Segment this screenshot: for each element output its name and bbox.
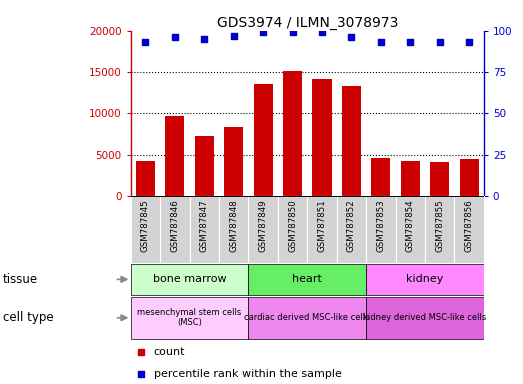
Point — [347, 34, 356, 40]
Bar — [283, 71, 302, 196]
Point — [200, 36, 209, 42]
Point — [141, 39, 150, 45]
Bar — [430, 162, 449, 196]
Bar — [395, 196, 425, 263]
Text: kidney derived MSC-like cells: kidney derived MSC-like cells — [363, 313, 486, 322]
Bar — [248, 296, 366, 339]
Text: kidney: kidney — [406, 274, 444, 285]
Text: percentile rank within the sample: percentile rank within the sample — [154, 369, 342, 379]
Point — [436, 39, 444, 45]
Bar — [401, 161, 420, 196]
Text: GSM787848: GSM787848 — [229, 199, 238, 252]
Point — [377, 39, 385, 45]
Bar — [312, 79, 332, 196]
Bar — [131, 196, 160, 263]
Bar — [460, 159, 479, 196]
Point — [230, 33, 238, 39]
Text: GSM787855: GSM787855 — [435, 199, 444, 252]
Text: cardiac derived MSC-like cells: cardiac derived MSC-like cells — [244, 313, 370, 322]
Text: GSM787851: GSM787851 — [317, 199, 326, 252]
Bar — [454, 196, 484, 263]
Bar — [219, 196, 248, 263]
Point — [318, 29, 326, 35]
Bar — [189, 196, 219, 263]
Bar — [366, 264, 484, 295]
Bar — [195, 136, 214, 196]
Bar — [160, 196, 189, 263]
Bar — [131, 296, 248, 339]
Bar — [371, 158, 390, 196]
Text: GSM787847: GSM787847 — [200, 199, 209, 252]
Text: cell type: cell type — [3, 311, 53, 324]
Point — [170, 34, 179, 40]
Point — [259, 29, 267, 35]
Bar — [278, 196, 307, 263]
Point — [288, 29, 297, 35]
Text: GSM787845: GSM787845 — [141, 199, 150, 252]
Text: GSM787854: GSM787854 — [406, 199, 415, 252]
Bar — [254, 84, 272, 196]
Text: GSM787852: GSM787852 — [347, 199, 356, 252]
Text: GSM787856: GSM787856 — [464, 199, 473, 252]
Bar — [136, 161, 155, 196]
Bar — [425, 196, 454, 263]
Bar — [248, 196, 278, 263]
Text: GSM787850: GSM787850 — [288, 199, 297, 252]
Text: GSM787846: GSM787846 — [170, 199, 179, 252]
Bar — [342, 86, 361, 196]
Bar — [224, 127, 243, 196]
Text: heart: heart — [292, 274, 322, 285]
Point — [406, 39, 414, 45]
Text: mesenchymal stem cells
(MSC): mesenchymal stem cells (MSC) — [138, 308, 242, 328]
Bar — [248, 264, 366, 295]
Point — [137, 349, 145, 355]
Point — [137, 371, 145, 377]
Bar — [337, 196, 366, 263]
Bar — [307, 196, 337, 263]
Text: GSM787853: GSM787853 — [377, 199, 385, 252]
Point — [465, 39, 473, 45]
Bar — [131, 264, 248, 295]
Bar — [366, 196, 395, 263]
Title: GDS3974 / ILMN_3078973: GDS3974 / ILMN_3078973 — [217, 16, 398, 30]
Bar — [366, 296, 484, 339]
Text: bone marrow: bone marrow — [153, 274, 226, 285]
Text: GSM787849: GSM787849 — [259, 199, 268, 252]
Text: tissue: tissue — [3, 273, 38, 286]
Bar — [165, 116, 185, 196]
Text: count: count — [154, 347, 185, 357]
